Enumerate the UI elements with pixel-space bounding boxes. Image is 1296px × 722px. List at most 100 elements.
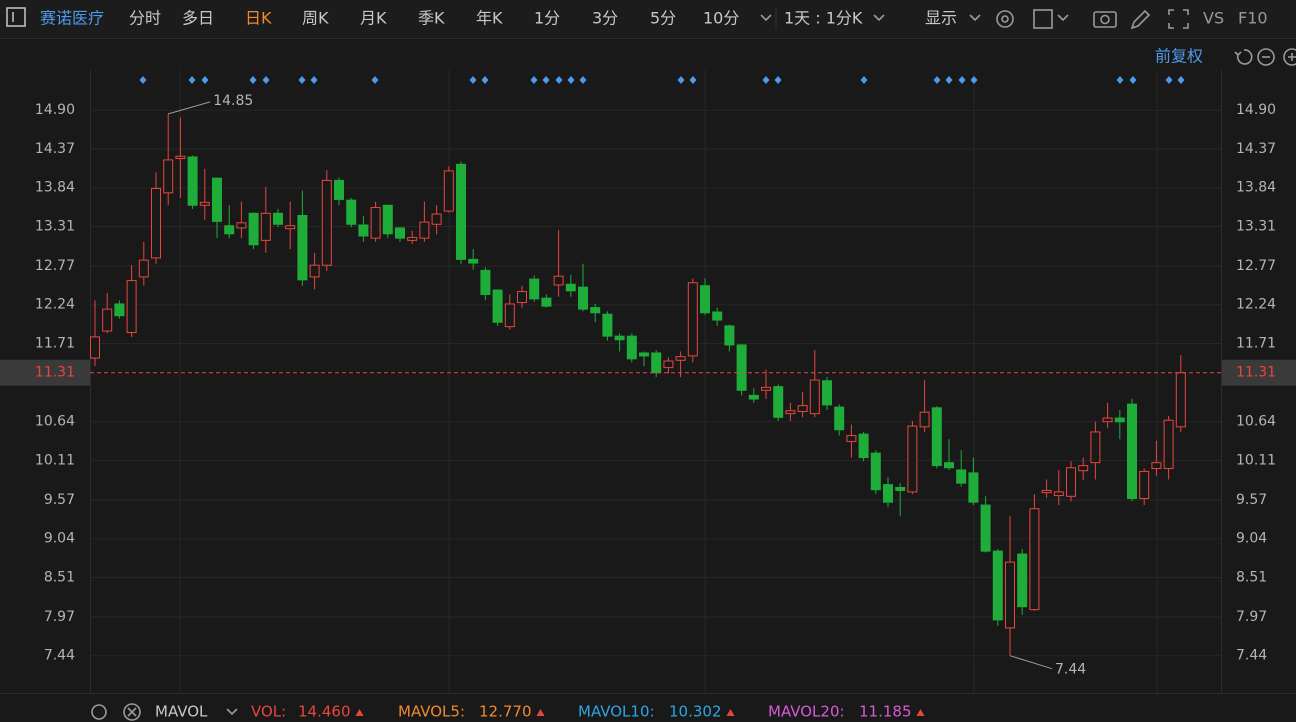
tab[interactable]: 月K [360, 9, 387, 28]
stock-name[interactable]: 赛诺医疗 [40, 9, 104, 28]
period-chevron[interactable] [873, 14, 885, 22]
f10-button[interactable]: F10 [1238, 9, 1268, 28]
indicator-settings[interactable] [91, 704, 107, 720]
candle-body [1029, 508, 1040, 611]
indicator-label: VOL: [251, 703, 286, 721]
candle-body [736, 344, 747, 391]
candle-body [456, 163, 466, 260]
current-price-box [0, 359, 90, 386]
candle-body [224, 225, 235, 235]
indicator-chevron[interactable] [226, 708, 238, 716]
y-tick-label: 13.31 [35, 218, 75, 234]
tab[interactable]: 周K [302, 9, 329, 28]
y-tick-label-right: 14.90 [1236, 102, 1276, 118]
event-marker [201, 76, 209, 84]
tab[interactable]: 3分 [592, 9, 618, 28]
tab[interactable]: 分时 [129, 9, 161, 28]
tabs: 分时 多日 日K 周K 月K 季K 年K 1分 3分 5分 10分 [129, 9, 739, 28]
candle-body [968, 472, 979, 503]
candle-body [102, 308, 113, 332]
candle-body [700, 285, 710, 314]
event-marker [298, 76, 306, 84]
tab[interactable]: 多日 [182, 9, 214, 28]
candle-body [199, 201, 210, 206]
tab[interactable]: 日K [245, 9, 272, 28]
tab[interactable]: 年K [476, 9, 503, 28]
camera-icon[interactable] [1093, 11, 1117, 28]
period-select[interactable]: 1天 : 1分K [784, 9, 863, 28]
vs-button[interactable]: VS [1203, 9, 1224, 28]
event-marker [542, 76, 550, 84]
tab[interactable]: 1分 [534, 9, 560, 28]
candle-body [944, 462, 954, 469]
event-marker [1177, 76, 1185, 84]
candle-body [663, 360, 674, 369]
candle-body [248, 212, 259, 246]
candle-body [1066, 467, 1076, 497]
y-tick-label: 12.77 [35, 258, 75, 274]
y-tick-label-right: 12.77 [1236, 258, 1276, 274]
candle-body [1078, 465, 1089, 472]
y-tick-label-right: 8.51 [1236, 569, 1267, 585]
event-marker [262, 76, 270, 84]
indicator-name[interactable]: MAVOL [155, 703, 208, 721]
candle-body [151, 187, 161, 259]
indicator-value: 12.770 [479, 703, 532, 721]
candle-body [797, 405, 808, 412]
tab[interactable]: 10分 [703, 9, 739, 28]
candle-body [809, 379, 820, 415]
candle-body [1163, 419, 1174, 470]
adjust-menu[interactable]: 前复权 [1155, 47, 1203, 66]
zoom-out-icon[interactable] [1257, 48, 1275, 66]
indicator-value: 14.460 [298, 703, 351, 721]
candle-body [236, 222, 247, 229]
y-tick-label-right: 11.71 [1236, 335, 1276, 351]
candle-body [443, 170, 454, 212]
y-tick-label-right: 9.04 [1236, 531, 1267, 547]
candle-body [614, 335, 625, 341]
reset-icon[interactable] [1234, 49, 1253, 65]
display-chevron[interactable] [969, 14, 981, 22]
y-tick-label: 14.37 [35, 141, 75, 157]
tab[interactable]: 5分 [650, 9, 676, 28]
candle-body [651, 352, 662, 374]
event-marker [1129, 76, 1137, 84]
candle-body [1151, 462, 1162, 470]
fullscreen-icon[interactable] [1168, 9, 1189, 29]
candle-body [370, 206, 381, 239]
candle-body [834, 406, 845, 431]
indicator-bar: MAVOL VOL: 14.460 MAVOL5: 12.770 MAVOL10: 10.… [91, 703, 925, 721]
y-tick-label-right: 9.57 [1236, 492, 1267, 508]
high-leader [168, 101, 211, 115]
candle-body [870, 452, 881, 491]
low-annotation: 7.44 [1055, 662, 1086, 678]
candle-body [321, 179, 332, 266]
candle-body [1127, 403, 1137, 499]
event-marker [762, 76, 770, 84]
zoom-in-icon[interactable] [1283, 48, 1296, 66]
sidebar-toggle[interactable] [6, 7, 26, 27]
event-marker [1165, 76, 1173, 84]
event-marker [567, 76, 575, 84]
candle-body [919, 411, 930, 428]
candle-body [382, 204, 393, 235]
display-menu[interactable]: 显示 [925, 9, 957, 28]
draw-icon[interactable] [1130, 9, 1151, 30]
high-annotation: 14.85 [213, 93, 253, 109]
y-tick-label-right: 13.31 [1236, 218, 1276, 234]
tab[interactable]: 季K [418, 9, 445, 28]
overlay-icon[interactable] [1033, 9, 1053, 29]
candle-body [297, 214, 308, 281]
more-icon[interactable] [760, 14, 772, 22]
settings-icon[interactable] [996, 10, 1014, 28]
event-marker [310, 76, 318, 84]
indicator-close[interactable] [123, 703, 141, 721]
candle-body [419, 221, 430, 239]
indicator-value: 11.185 [859, 703, 912, 721]
trend-arrow [916, 709, 925, 716]
event-marker [481, 76, 489, 84]
camera-lens [1100, 14, 1110, 25]
y-tick-label-right: 7.44 [1236, 648, 1267, 664]
candle-body [724, 325, 735, 346]
overlay-chevron[interactable] [1057, 14, 1069, 22]
